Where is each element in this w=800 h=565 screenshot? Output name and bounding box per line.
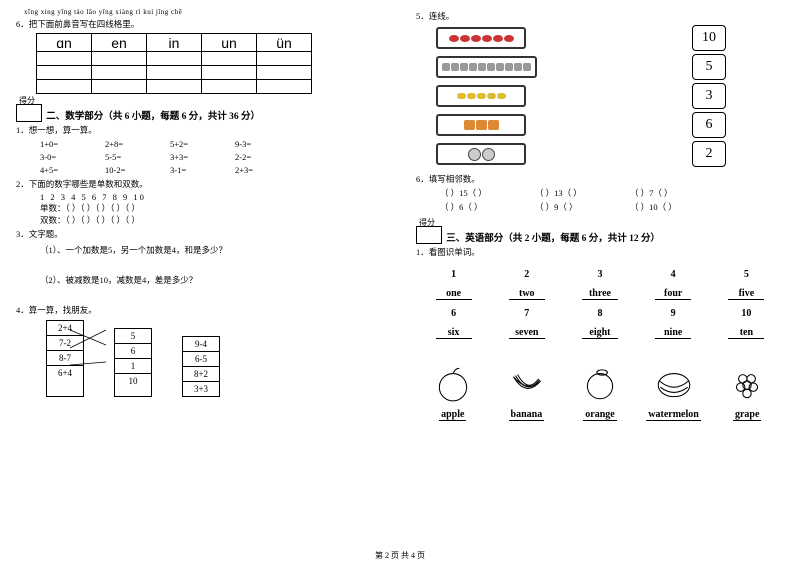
eng-word-cell: three — [564, 285, 635, 303]
match-cell: 6-5 — [183, 352, 219, 367]
num-box: 2 — [692, 141, 726, 167]
eng-num: 7 — [491, 305, 562, 322]
match-cell: 5 — [115, 329, 151, 344]
eng-num: 3 — [564, 266, 635, 283]
pinyin-cell: ün — [257, 34, 312, 52]
match-cell: 8+2 — [183, 367, 219, 382]
section3-title: 三、英语部分（共 2 小题，每题 6 分，共计 12 分） — [446, 234, 660, 244]
fruit-label: watermelon — [646, 409, 701, 421]
connect-row: 5 — [436, 54, 726, 80]
fruit-label: apple — [439, 409, 466, 421]
neighbor-cell: （ ）10（ ） — [630, 201, 725, 215]
math-q2: 2．下面的数字哪些是单数和双数。 — [16, 178, 384, 190]
pinyin-cell: en — [92, 34, 147, 52]
number-list: 1 2 3 4 5 6 7 8 9 10 — [16, 192, 384, 202]
match-cell: 2+4 — [47, 321, 83, 336]
fruit-cell: orange — [569, 362, 631, 421]
q6-label: 6．把下面前鼻音写在四线格里。 — [16, 18, 384, 30]
eng-num: 9 — [638, 305, 709, 322]
neighbor-cell: （ ）9（ ） — [535, 201, 630, 215]
connect-row: 6 — [436, 112, 726, 138]
eng-word-cell: nine — [638, 324, 709, 342]
num-box: 3 — [692, 83, 726, 109]
fruit-label: banana — [509, 409, 545, 421]
pinyin-cell: ɑn — [37, 34, 92, 52]
connect-row: 10 — [436, 25, 726, 51]
match-container: 2+47-28-76+4 56110 9-46-58+23+3 — [16, 320, 384, 397]
item-box — [436, 56, 537, 78]
section2-title: 二、数学部分（共 6 小题，每题 6 分，共计 36 分） — [46, 112, 260, 122]
eng-word-cell: five — [711, 285, 782, 303]
eng-word-cell: eight — [564, 324, 635, 342]
eng-word-cell: seven — [491, 324, 562, 342]
eng-word-cell: one — [418, 285, 489, 303]
math-row: 4+5=10-2=3-1=2+3= — [16, 164, 384, 177]
fruit-label: grape — [733, 409, 761, 421]
eng-num: 5 — [711, 266, 782, 283]
pinyin-hint: xīng xing yīng táo lǎo yīng xiàng rì kuí… — [16, 8, 384, 16]
pinyin-cell: in — [147, 34, 202, 52]
q3-1: （1）、一个加数是5，另一个加数是4，和是多少？ — [16, 244, 384, 256]
eng-table: 12345 onetwothreefourfive 678910 sixsevene… — [416, 264, 784, 344]
neighbor-cell: （ ）7（ ） — [630, 187, 725, 201]
q3-2: （2）、被减数是10，减数是4，差是多少？ — [16, 274, 384, 286]
eng-num: 2 — [491, 266, 562, 283]
math-row: 3-0=5-5=3+3=2-2= — [16, 151, 384, 164]
num-box: 10 — [692, 25, 726, 51]
eng-num: 6 — [418, 305, 489, 322]
q6r-label: 6．填写相邻数。 — [416, 173, 784, 185]
match-cell: 6 — [115, 344, 151, 359]
fruit-cell: watermelon — [643, 362, 705, 421]
connect-row: 2 — [436, 141, 726, 167]
eng-word-cell: two — [491, 285, 562, 303]
math-q4: 4．算一算，找朋友。 — [16, 304, 384, 316]
neighbor-cell: （ ）13（ ） — [535, 187, 630, 201]
fruit-cell: grape — [716, 362, 778, 421]
match-cell: 3+3 — [183, 382, 219, 396]
item-box — [436, 85, 526, 107]
match-cell: 6+4 — [47, 366, 83, 380]
even-row: 双数：（ ）（ ）（ ）（ ）（ ） — [16, 214, 384, 226]
eng-num: 4 — [638, 266, 709, 283]
math-q1: 1．想一想，算一算。 — [16, 124, 384, 136]
score-box[interactable]: 得分 — [16, 104, 42, 122]
fruit-cell: banana — [495, 362, 557, 421]
num-box: 5 — [692, 54, 726, 80]
num-box: 6 — [692, 112, 726, 138]
eng-word-cell: ten — [711, 324, 782, 342]
odd-row: 单数：（ ）（ ）（ ）（ ）（ ） — [16, 202, 384, 214]
item-box — [436, 114, 526, 136]
item-box — [436, 27, 526, 49]
match-cell: 1 — [115, 359, 151, 374]
eng-num: 8 — [564, 305, 635, 322]
eng-q1: 1．看图识单词。 — [416, 246, 784, 258]
connect-row: 3 — [436, 83, 726, 109]
pinyin-grid: ɑneninunün — [36, 33, 312, 94]
match-cell: 7-2 — [47, 336, 83, 351]
eng-word-cell: six — [418, 324, 489, 342]
score-box-r[interactable]: 得分 — [416, 226, 442, 244]
match-cell: 8-7 — [47, 351, 83, 366]
fruit-label: orange — [583, 409, 616, 421]
match-cell: 9-4 — [183, 337, 219, 352]
math-row: 1+0=2+8=5+2=9-3= — [16, 138, 384, 151]
match-cell: 10 — [115, 374, 151, 388]
neighbor-cell: （ ）6（ ） — [440, 201, 535, 215]
page-footer: 第 2 页 共 4 页 — [0, 550, 800, 561]
eng-word-cell: four — [638, 285, 709, 303]
eng-num: 10 — [711, 305, 782, 322]
item-box — [436, 143, 526, 165]
fruit-cell: apple — [422, 362, 484, 421]
math-q3: 3．文字题。 — [16, 228, 384, 240]
pinyin-cell: un — [202, 34, 257, 52]
eng-num: 1 — [418, 266, 489, 283]
q5-label: 5．连线。 — [416, 10, 784, 22]
neighbor-cell: （ ）15（ ） — [440, 187, 535, 201]
